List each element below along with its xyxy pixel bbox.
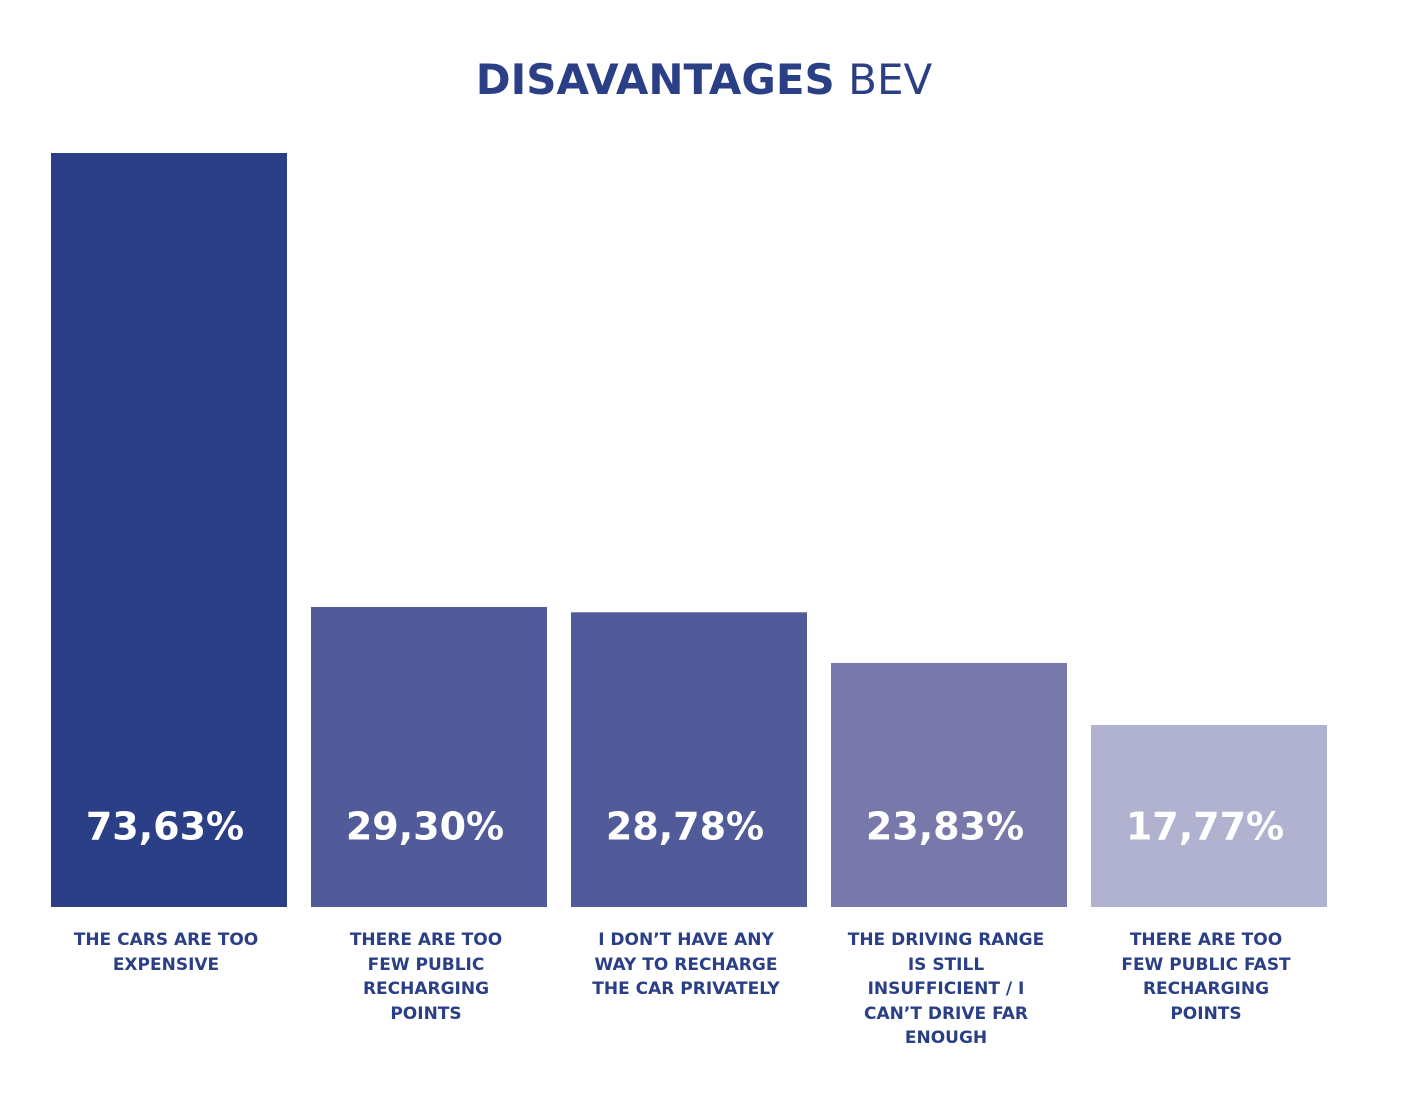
value-label: 28,78% (606, 805, 764, 849)
value-label: 17,77% (1126, 805, 1284, 849)
category-label: THE CARS ARE TOO EXPENSIVE (73, 930, 259, 975)
category-label: THERE ARE TOO FEW PUBLIC FAST RECHARGING… (1121, 930, 1291, 1024)
chart-title: DISAVANTAGES BEV (476, 55, 933, 104)
category-label: I DON’T HAVE ANY WAY TO RECHARGE THE CAR… (592, 930, 780, 999)
value-label: 29,30% (346, 805, 504, 849)
title-part: DISAVANTAGES (476, 55, 835, 104)
value-label: 73,63% (86, 805, 244, 849)
value-label: 23,83% (866, 805, 1024, 849)
bar (51, 153, 287, 907)
bar (831, 662, 1067, 907)
bar (1091, 725, 1327, 907)
category-label: THE DRIVING RANGE IS STILL INSUFFICIENT … (847, 930, 1045, 1048)
title-part: BEV (835, 55, 933, 104)
bar (571, 612, 807, 907)
category-label: THERE ARE TOO FEW PUBLIC RECHARGING POIN… (349, 930, 503, 1024)
bar (311, 606, 547, 907)
